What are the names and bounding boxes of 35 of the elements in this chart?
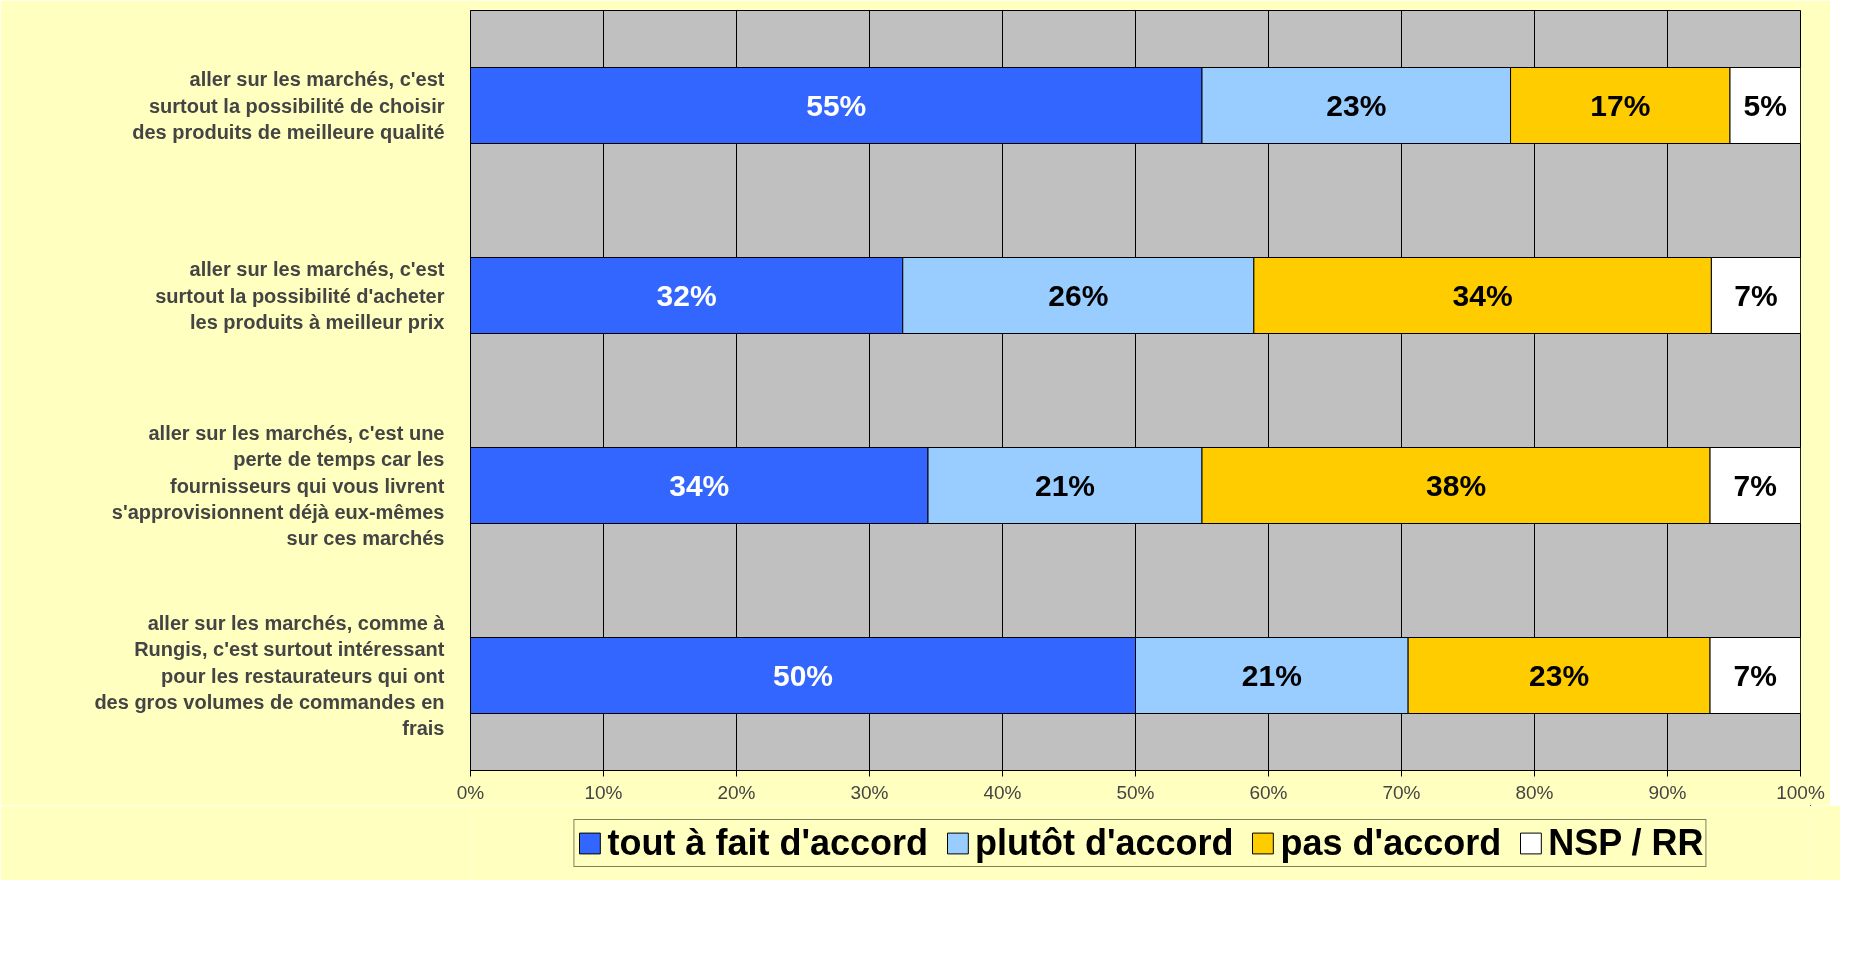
data-label: 5% — [1743, 89, 1787, 122]
x-tick-label: 60% — [1249, 781, 1288, 803]
data-label: 7% — [1733, 659, 1777, 692]
x-tick-label: 50% — [1116, 781, 1155, 803]
data-label: 7% — [1734, 279, 1778, 312]
data-label: 26% — [1048, 279, 1109, 312]
legend-label: plutôt d'accord — [975, 821, 1234, 864]
y-tick-label: aller sur les marchés, c'est surtout la possibilité d'acheter les produits à meilleur prix — [155, 258, 445, 333]
y-tick-label: aller sur les marchés, c'est une perte de temps car les fournisseurs qui vous livrent s'approvisionnent déjà eux-mêmes sur ces marchés — [111, 421, 445, 550]
data-label: 34% — [669, 469, 730, 502]
x-tick-label: 70% — [1382, 781, 1421, 803]
legend-label: NSP / RR — [1548, 821, 1704, 864]
data-label: 32% — [656, 279, 717, 312]
data-label: 21% — [1241, 659, 1302, 692]
data-label: 50% — [772, 659, 834, 692]
data-label: 23% — [1529, 659, 1590, 692]
legend-label: tout à fait d'accord — [607, 821, 929, 864]
data-label: 7% — [1733, 469, 1777, 502]
x-tick-label: 20% — [717, 781, 756, 803]
x-tick-label: 100% — [1776, 781, 1825, 803]
x-tick-label: 0% — [456, 781, 485, 803]
x-tick-label: 80% — [1515, 781, 1554, 803]
y-tick-label: aller sur les marchés, c'est surtout la possibilité de choisir des produits de meilleure qualité — [132, 68, 445, 143]
data-label: 55% — [806, 89, 867, 122]
x-tick-label: 40% — [983, 781, 1022, 803]
data-label: 21% — [1034, 469, 1096, 502]
x-tick-label: 10% — [584, 781, 623, 803]
x-tick-label: 30% — [850, 781, 889, 803]
y-tick-label: aller sur les marchés, comme à Rungis, c'est surtout intéressant pour les restaurateurs qui ont des gros volumes de commandes en frais — [94, 611, 446, 740]
data-label: 17% — [1590, 89, 1651, 122]
legend-label: pas d'accord — [1280, 821, 1502, 864]
data-label: 23% — [1326, 89, 1387, 122]
data-label: 34% — [1452, 279, 1513, 312]
data-label: 38% — [1426, 469, 1487, 502]
x-tick-label: 90% — [1648, 781, 1687, 803]
